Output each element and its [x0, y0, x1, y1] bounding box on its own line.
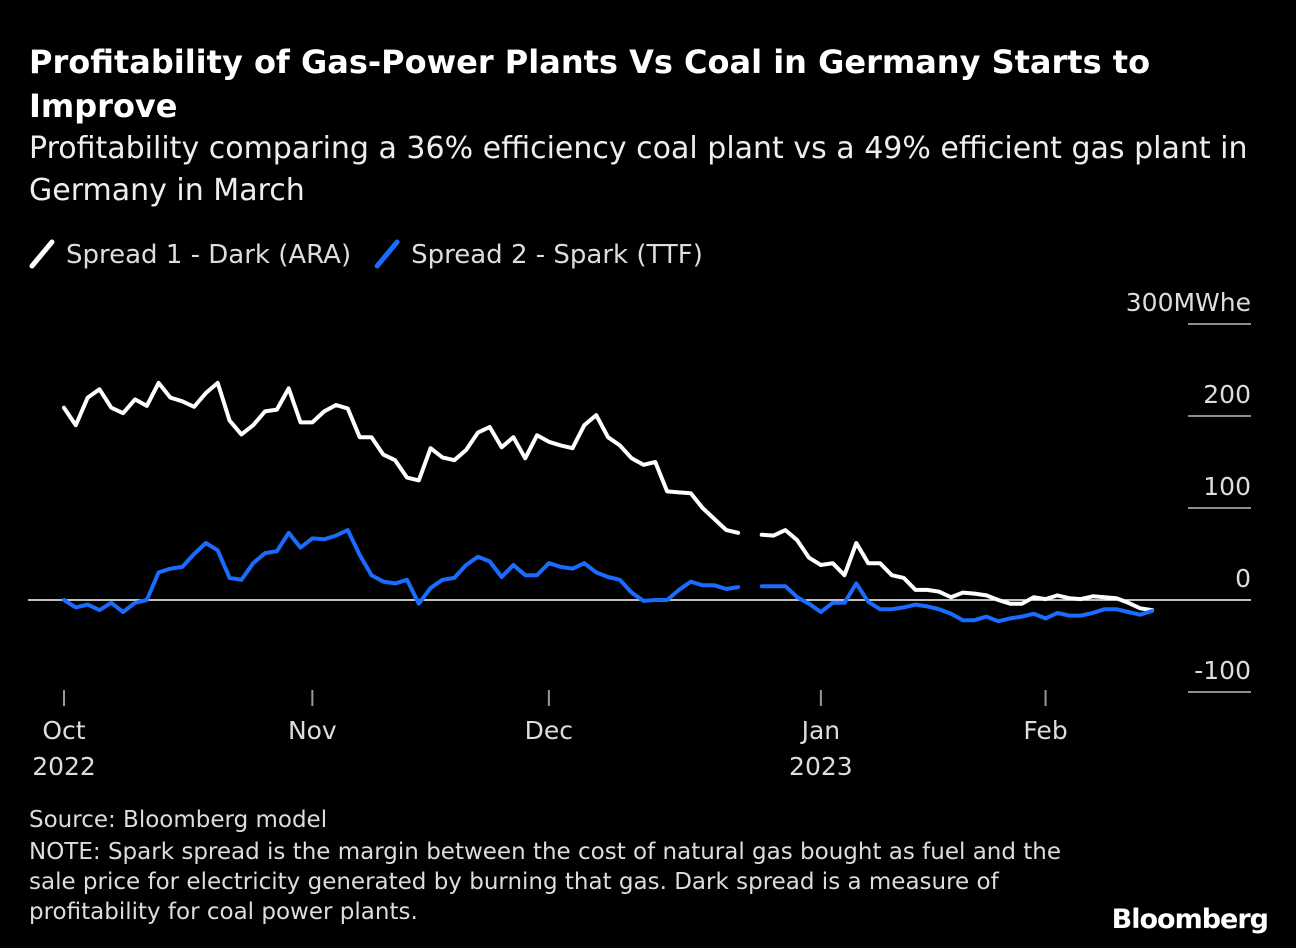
- series-line: [62, 528, 1154, 624]
- note: NOTE: Spark spread is the margin between…: [29, 839, 1062, 925]
- chart-title: Profitability of Gas-Power Plants Vs Coa…: [29, 43, 1151, 125]
- x-tick-label: Nov: [287, 716, 337, 745]
- x-tick-label: Dec: [524, 716, 574, 745]
- y-tick-label: 0: [1235, 564, 1251, 593]
- source: Source: Bloomberg model: [29, 807, 328, 833]
- x-tick-label: Jan 2023: [789, 716, 853, 781]
- legend-swatch: [29, 239, 55, 269]
- logo: Bloomberg: [1111, 904, 1269, 935]
- series-line: [62, 380, 1154, 613]
- legend-label: Spread 2 - Spark (TTF): [411, 240, 703, 270]
- y-tick-label: 200: [1203, 380, 1251, 409]
- chart-subtitle: Profitability comparing a 36% efficiency…: [29, 131, 1248, 208]
- y-tick-label: 100: [1203, 472, 1251, 501]
- legend-label: Spread 1 - Dark (ARA): [66, 240, 351, 270]
- x-tick-label: Oct 2022: [32, 716, 96, 781]
- y-tick-label: 300MWhe: [1126, 288, 1251, 317]
- legend-swatch: [374, 239, 400, 269]
- x-tick-label: Feb: [1023, 716, 1068, 745]
- y-tick-label: -100: [1194, 656, 1251, 685]
